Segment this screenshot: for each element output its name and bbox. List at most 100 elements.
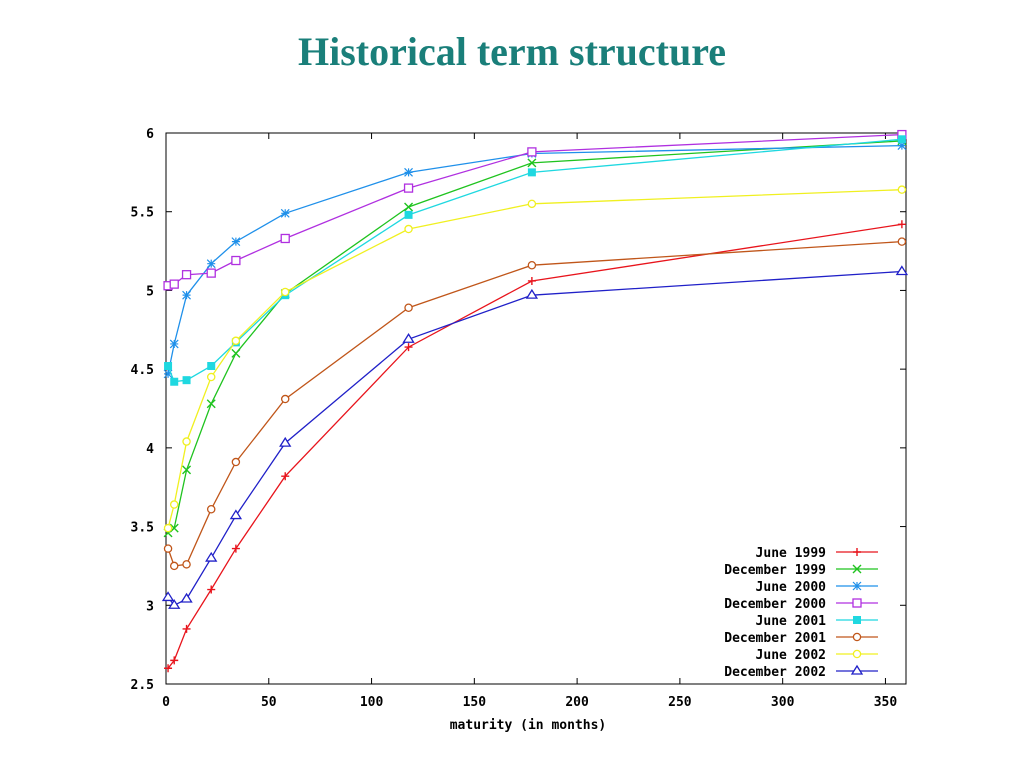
- chart-legend: June 1999 December 1999 June 2000 December …: [724, 546, 878, 680]
- filled-square-marker: [853, 616, 861, 624]
- circle-marker: [527, 260, 537, 270]
- y-tick-label: 6: [146, 127, 154, 142]
- cross-marker: [231, 348, 241, 358]
- legend-label: June 2001: [756, 614, 827, 629]
- series-line: [167, 240, 902, 567]
- circle-marker: [182, 560, 191, 569]
- circle-marker: [897, 237, 907, 246]
- chart-series: [161, 129, 909, 673]
- star-marker: [206, 259, 216, 269]
- circle-marker: [852, 632, 862, 642]
- x-tick-label: 300: [771, 695, 795, 710]
- star-marker: [280, 208, 290, 218]
- legend-label: December 2000: [724, 597, 826, 612]
- legend-label: December 1999: [724, 563, 826, 578]
- triangle-marker: [168, 599, 181, 609]
- square-marker: [206, 268, 216, 278]
- plus-marker: [170, 656, 179, 665]
- legend-item: December 2001: [724, 631, 878, 646]
- legend-item: December 2000: [724, 597, 878, 612]
- filled-square-marker: [164, 361, 173, 370]
- circle-marker: [852, 649, 862, 659]
- x-tick-label: 100: [360, 695, 384, 710]
- triangle-marker: [402, 333, 415, 343]
- series: [164, 220, 906, 673]
- circle-marker: [404, 224, 413, 234]
- circle-marker: [897, 185, 907, 194]
- plus-marker: [182, 624, 191, 633]
- series: [163, 136, 907, 538]
- plus-marker: [404, 343, 413, 352]
- series: [164, 135, 906, 386]
- y-tick-label: 3.5: [131, 521, 154, 536]
- y-tick-label: 4.5: [131, 363, 154, 378]
- triangle-marker: [161, 591, 175, 602]
- circle-marker: [206, 505, 216, 514]
- square-marker: [181, 270, 192, 280]
- filled-square-marker: [170, 377, 179, 386]
- cross-marker: [182, 465, 192, 475]
- triangle-marker: [205, 551, 218, 562]
- series: [161, 265, 909, 609]
- filled-square-marker: [207, 361, 216, 370]
- series-line: [167, 140, 902, 534]
- square-marker: [169, 279, 179, 289]
- legend-item: December 1999: [724, 563, 878, 578]
- cross-marker: [169, 523, 179, 533]
- filled-square-marker: [897, 135, 906, 144]
- series: [163, 237, 907, 571]
- star-marker: [182, 290, 191, 300]
- circle-marker: [527, 199, 537, 209]
- square-marker: [231, 255, 241, 266]
- x-tick-label: 150: [463, 695, 487, 710]
- triangle-marker: [279, 436, 292, 447]
- circle-marker: [169, 500, 179, 509]
- star-marker: [404, 167, 413, 177]
- y-tick-label: 5.5: [131, 206, 154, 221]
- filled-square-marker: [404, 210, 413, 219]
- cross-marker: [852, 564, 862, 574]
- circle-marker: [231, 336, 241, 346]
- plus-marker: [897, 220, 906, 229]
- cross-marker: [206, 399, 216, 409]
- circle-marker: [206, 372, 216, 382]
- filled-square-marker: [182, 376, 191, 385]
- circle-marker: [231, 457, 241, 467]
- circle-marker: [182, 437, 191, 446]
- triangle-marker: [895, 265, 909, 276]
- star-marker: [163, 369, 173, 379]
- plus-marker: [853, 548, 861, 556]
- legend-item: June 2002: [756, 648, 878, 663]
- square-marker: [280, 233, 290, 244]
- series: [163, 129, 907, 291]
- legend-item: June 1999: [756, 546, 878, 561]
- triangle-marker: [525, 288, 539, 299]
- legend-item: December 2002: [724, 664, 878, 680]
- circle-marker: [404, 303, 413, 312]
- cross-marker: [404, 202, 414, 212]
- plus-marker: [164, 664, 173, 673]
- plus-marker: [527, 276, 536, 285]
- y-tick-label: 3: [146, 599, 154, 614]
- y-tick-label: 5: [146, 284, 154, 299]
- circle-marker: [280, 287, 290, 297]
- circle-marker: [163, 544, 173, 553]
- plus-marker: [231, 544, 240, 553]
- filled-square-marker: [527, 168, 536, 177]
- series-line: [167, 189, 902, 529]
- chart-axes: 0 50 100 150 200 250 300 350 2.5 3 3.5 4 4.5 5 5.5 6 mat…: [131, 127, 907, 733]
- series: [163, 185, 907, 533]
- x-tick-label: 50: [261, 695, 277, 710]
- x-tick-label: 350: [874, 695, 898, 710]
- y-tick-label: 2.5: [131, 678, 154, 693]
- triangle-marker: [180, 592, 193, 603]
- star-marker: [169, 339, 179, 349]
- x-axis-label: maturity (in months): [450, 718, 607, 733]
- plus-marker: [207, 585, 216, 594]
- circle-marker: [280, 394, 290, 404]
- legend-item: June 2001: [756, 614, 878, 629]
- square-marker: [852, 598, 862, 608]
- cross-marker: [527, 158, 537, 168]
- legend-label: June 2002: [756, 648, 826, 663]
- circle-marker: [163, 523, 173, 533]
